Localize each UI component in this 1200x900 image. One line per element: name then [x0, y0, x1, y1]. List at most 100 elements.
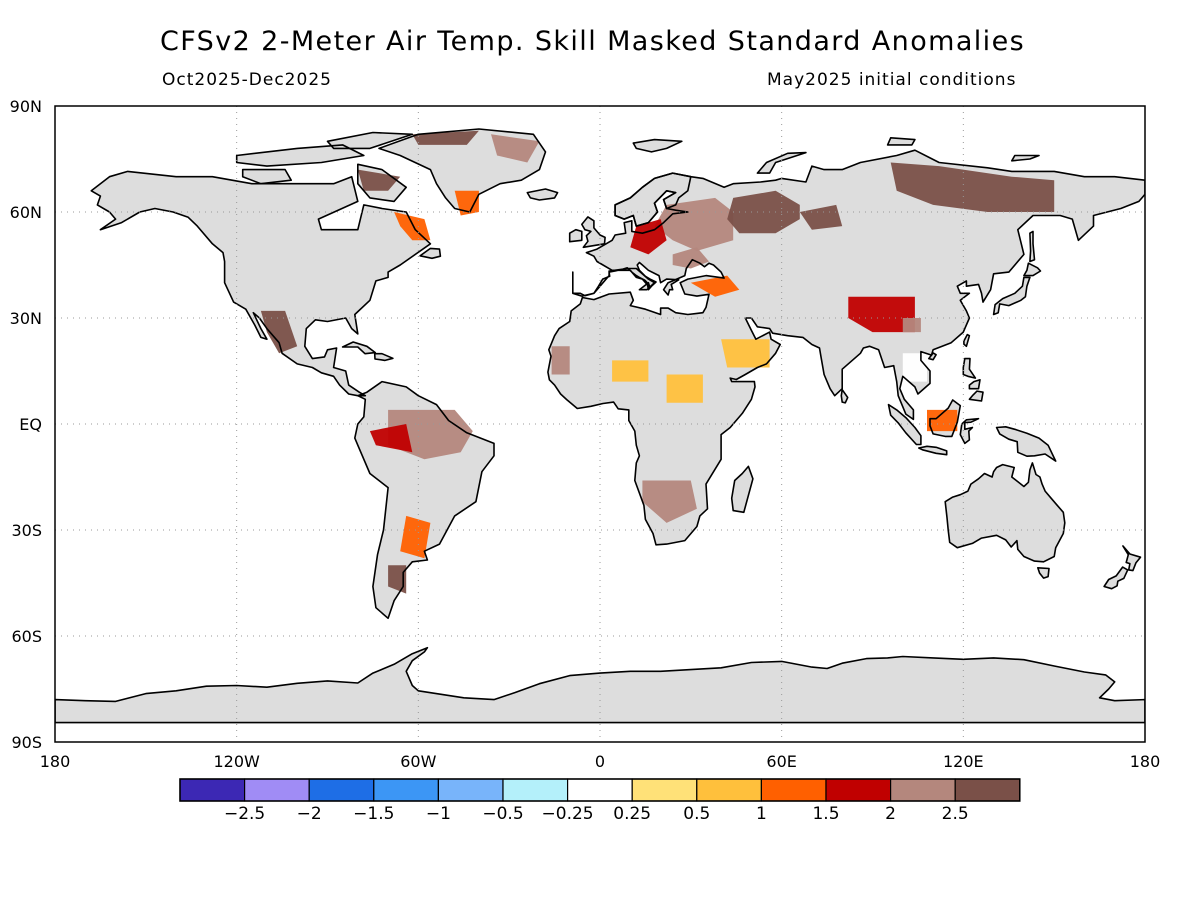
colorbar-swatch [889, 778, 956, 802]
hainan-coastline [927, 352, 937, 361]
map-title: CFSv2 2-Meter Air Temp. Skill Masked Sta… [159, 26, 1026, 57]
baffin-island-coastline [356, 163, 408, 203]
colorbar-label: 1 [756, 804, 767, 824]
novaya-zemlya-land [757, 152, 806, 174]
java-coastline [917, 445, 948, 456]
japan-land [993, 277, 1030, 315]
antarctica-coastline [55, 646, 1145, 724]
colorbar-label: −2.5 [224, 804, 265, 824]
novaya-zemlya-coastline [756, 151, 807, 174]
sumatra-land [888, 404, 921, 445]
anomaly-arabia [721, 339, 770, 368]
anomaly-sudan [666, 374, 703, 403]
borneo-coastline [929, 399, 962, 438]
hokkaido-coastline [1023, 262, 1042, 277]
forecast-period: Oct2025-Dec2025 [162, 70, 332, 90]
anomaly-mexico [260, 310, 298, 354]
anomaly-sahel [612, 360, 649, 382]
hispaniola-coastline [373, 352, 394, 362]
anomaly-borneo [927, 409, 958, 432]
colorbar-swatch [566, 778, 633, 802]
colorbar-label: 2 [885, 804, 896, 824]
colorbar-swatch [954, 778, 1021, 802]
arctic-archipelago-coastline [235, 144, 365, 167]
new-guinea-coastline [995, 425, 1057, 462]
lon-tick-label: 120W [213, 752, 260, 771]
north-america-land [91, 171, 431, 396]
tasmania-land [1037, 567, 1049, 579]
svalbard-coastline [632, 138, 683, 153]
colorbar: −2.5 −2 −1.5 −1 −0.5 −0.25 0.25 0.5 1 1.5 2 2.5 [179, 778, 1021, 824]
great-britain-coastline [580, 216, 606, 249]
madagascar-land [731, 466, 753, 513]
lon-tick-label: 60E [766, 752, 796, 771]
colorbar-swatch [696, 778, 762, 802]
colorbar-label: 0.25 [613, 804, 651, 824]
newfoundland-coastline [419, 247, 442, 260]
colorbar-label: −0.5 [482, 804, 523, 824]
australia-coastline [944, 462, 1066, 563]
anomaly-argentina [400, 515, 431, 559]
anomaly-western-siberia [799, 204, 843, 230]
colorbar-swatch [244, 778, 310, 802]
madagascar-coastline [730, 465, 754, 514]
coastline-layer [55, 128, 1145, 724]
anomaly-european-russia [654, 197, 734, 251]
lat-tick-label: 30S [11, 521, 42, 540]
colorbar-swatch [437, 778, 504, 802]
sulawesi-land [960, 418, 979, 444]
philippines-mindanao-coastline [968, 390, 984, 402]
scandinavia-fill-land [615, 173, 691, 227]
colorbar-label: 2.5 [942, 804, 969, 824]
arctic-archipelago-land [236, 144, 364, 167]
philippines-visayas-coastline [968, 378, 981, 390]
new-guinea-land [996, 426, 1056, 462]
victoria-island-land [242, 169, 292, 184]
anomaly-greenland-north [412, 130, 479, 145]
map-frame [54, 105, 1146, 743]
anomaly-western-amazon [369, 424, 413, 453]
lon-tick-label: 0 [595, 752, 605, 771]
sulawesi-coastline [959, 417, 980, 445]
anomaly-china-central [902, 318, 921, 333]
south-america-coastline [353, 380, 495, 620]
anomaly-labrador [394, 212, 431, 241]
colorbar-swatch [373, 778, 439, 802]
philippines-visayas-land [969, 379, 980, 389]
anomaly-southern-africa [642, 480, 697, 523]
tasmania-coastline [1037, 566, 1050, 579]
initial-conditions: May2025 initial conditions [767, 70, 1017, 90]
colorbar-swatch [502, 778, 569, 802]
lat-tick-label: 90N [10, 97, 42, 116]
svalbard-land [633, 139, 682, 152]
ellesmere-island-land [327, 132, 413, 149]
anomaly-tibet-china [848, 296, 915, 333]
anomaly-greenland-north-east [491, 134, 540, 163]
ireland-coastline [568, 228, 583, 243]
colorbar-label: 0.5 [683, 804, 710, 824]
severnaya-zemlya-coastline [886, 137, 916, 146]
cuba-coastline [341, 341, 377, 355]
lon-tick-label: 180 [1130, 752, 1161, 771]
anomaly-caucasus-turkey [690, 275, 740, 297]
colorbar-swatch [760, 778, 827, 802]
antarctica-land [55, 647, 1145, 723]
victoria-island-coastline [241, 168, 293, 185]
ellesmere-island-coastline [326, 131, 414, 150]
graticule [55, 106, 1145, 742]
colorbar-swatch [179, 778, 246, 802]
colorbar-label: −2 [297, 804, 322, 824]
java-land [918, 446, 947, 455]
anomaly-indochina [902, 353, 927, 382]
colorbar-label: −1 [426, 804, 451, 824]
hainan-land [928, 353, 937, 360]
north-america-coastline [90, 170, 432, 397]
lat-tick-label: EQ [19, 415, 42, 434]
sumatra-coastline [887, 403, 922, 446]
new-zealand-north-coastline [1122, 545, 1142, 572]
greenland-coastline [378, 128, 547, 213]
lon-tick-label: 120E [943, 752, 984, 771]
anomaly-west-africa [551, 346, 570, 375]
lon-tick-label: 60W [400, 752, 436, 771]
